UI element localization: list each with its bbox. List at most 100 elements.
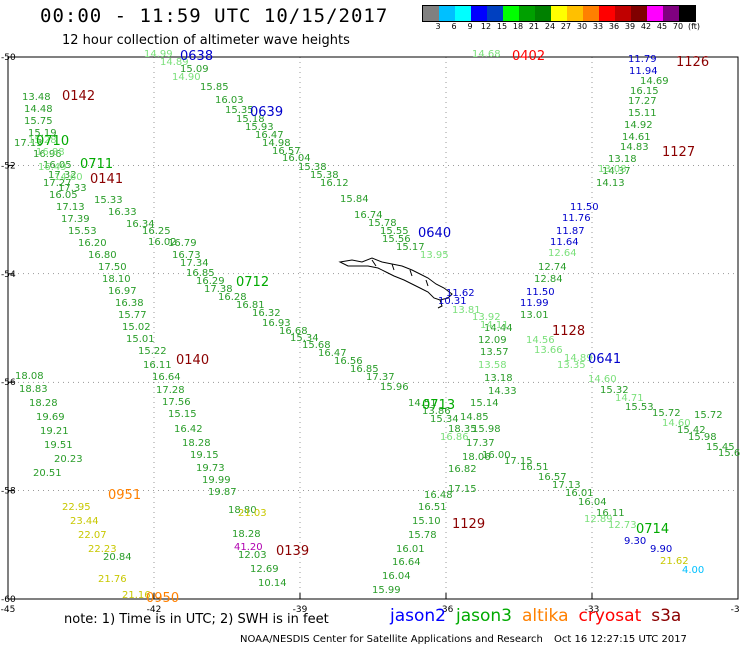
wave-height-value: 14.60: [662, 418, 691, 429]
wave-height-value: 16.56: [334, 356, 363, 367]
color-scale-label: 24: [544, 22, 556, 31]
wave-height-value: 19.51: [44, 440, 73, 451]
color-scale-label: 3: [435, 22, 441, 31]
wave-height-value: 15.99: [372, 585, 401, 596]
wave-height-value: 17.13: [56, 202, 85, 213]
wave-height-value: 12.84: [534, 274, 563, 285]
wave-height-value: 16.04: [382, 571, 411, 582]
color-swatch: [439, 6, 455, 21]
pass-time-label: 1128: [552, 324, 585, 339]
wave-height-value: 16.51: [418, 502, 447, 513]
pass-time-label: 0713: [422, 398, 455, 413]
wave-height-value: 19.21: [40, 426, 69, 437]
wave-height-value: 11.79: [628, 54, 657, 65]
wave-height-value: 15.19: [28, 128, 57, 139]
color-scale-label: 12: [480, 22, 492, 31]
wave-height-value: 15.35: [225, 105, 254, 116]
wave-height-value: 15.68: [302, 340, 331, 351]
color-swatch: [423, 6, 439, 21]
pass-time-label: 1126: [676, 55, 709, 70]
wave-height-value: 13.57: [480, 347, 509, 358]
wave-height-value: 21.03: [238, 508, 267, 519]
pass-time-label: 1129: [452, 517, 485, 532]
footer-timestamp: Oct 16 12:27:15 UTC 2017: [554, 634, 687, 645]
wave-height-value: 16.38: [115, 298, 144, 309]
wave-height-value: 14.11: [480, 320, 509, 331]
wave-height-value: 15.34: [290, 333, 319, 344]
wave-height-value: 15.75: [24, 116, 53, 127]
wave-height-value: 11.50: [570, 202, 599, 213]
wave-height-value: 16.03: [215, 95, 244, 106]
wave-height-value: 19.73: [196, 463, 225, 474]
wave-height-value: 15.11: [628, 108, 657, 119]
wave-height-value: 23.44: [70, 516, 99, 527]
y-tick-label: -50: [1, 53, 16, 63]
pass-time-label: 0950: [146, 591, 179, 606]
color-scale-label: 21: [528, 22, 540, 31]
wave-height-value: 14.37: [602, 166, 631, 177]
pass-time-label: 0714: [636, 522, 669, 537]
wave-height-value: 13.08: [598, 164, 627, 175]
y-tick-label: -58: [1, 487, 16, 497]
wave-height-value: 16.64: [152, 372, 181, 383]
wave-height-value: 15.98: [688, 432, 717, 443]
wave-height-value: 22.23: [88, 544, 117, 555]
wave-height-value: 13.35: [557, 360, 586, 371]
wave-height-value: 20.23: [54, 454, 83, 465]
color-scale-label: 70: [672, 22, 684, 31]
wave-height-value: 15.38: [298, 162, 327, 173]
wave-height-value: 16.47: [318, 348, 347, 359]
wave-height-value: 22.07: [78, 530, 107, 541]
legend-entry-jason2: jason2: [390, 606, 446, 626]
wave-height-value: 16.80: [88, 250, 117, 261]
wave-height-value: 10.31: [438, 296, 467, 307]
wave-height-value: 15.38: [310, 170, 339, 181]
wave-height-value: 18.28: [232, 529, 261, 540]
wave-height-value: 15.33: [94, 195, 123, 206]
wave-height-value: 13.81: [452, 305, 481, 316]
color-scale-label: 6: [451, 22, 457, 31]
wave-height-value: 14.44: [484, 323, 513, 334]
pass-time-label: 0710: [36, 134, 69, 149]
wave-height-value: 11.50: [526, 287, 555, 298]
satellite-legend: jason2 jason3 altika cryosat s3a: [390, 606, 691, 626]
y-tick-label: -52: [1, 161, 16, 171]
pass-time-label: 0711: [80, 157, 113, 172]
pass-time-label: 0639: [250, 105, 283, 120]
color-scale-label: 36: [608, 22, 620, 31]
wave-height-value: 17.37: [466, 438, 495, 449]
y-tick-label: -54: [1, 270, 16, 280]
wave-height-value: 14.61: [622, 132, 651, 143]
wave-height-value: 16.25: [142, 226, 171, 237]
color-swatch: [599, 6, 615, 21]
map-subtitle: 12 hour collection of altimeter wave hei…: [62, 33, 350, 48]
wave-height-value: 16.68: [279, 326, 308, 337]
wave-height-value: 15.09: [180, 64, 209, 75]
wave-height-value: 14.85: [460, 412, 489, 423]
wave-height-value: 16.05: [49, 190, 78, 201]
pass-time-label: 0640: [418, 226, 451, 241]
wave-height-value: 16.51: [520, 462, 549, 473]
wave-height-value: 15.10: [412, 516, 441, 527]
wave-height-value: 17.27: [628, 96, 657, 107]
wave-height-value: 12.69: [250, 564, 279, 575]
wave-height-value: 16.86: [440, 432, 469, 443]
wave-height-value: 16.15: [630, 86, 659, 97]
wave-height-value: 18.80: [228, 505, 257, 516]
wave-height-value: 18.28: [182, 438, 211, 449]
color-swatch: [615, 6, 631, 21]
wave-height-value: 16.00: [482, 450, 511, 461]
wave-height-value: 21.16: [122, 590, 151, 601]
wave-height-value: 21.62: [660, 556, 689, 567]
wave-height-value: 17.37: [366, 372, 395, 383]
legend-entry-altika: altika: [522, 606, 569, 626]
wave-height-value: 17.13: [552, 480, 581, 491]
wave-height-value: 15.96: [380, 382, 409, 393]
wave-height-value: 14.68: [472, 49, 501, 60]
color-scale-label: 30: [576, 22, 588, 31]
wave-height-value: 14.60: [54, 172, 83, 183]
wave-height-value: 16.73: [172, 250, 201, 261]
wave-height-value: 15.32: [600, 385, 629, 396]
wave-height-value: 16.48: [424, 490, 453, 501]
x-tick-label: -33: [585, 605, 600, 615]
